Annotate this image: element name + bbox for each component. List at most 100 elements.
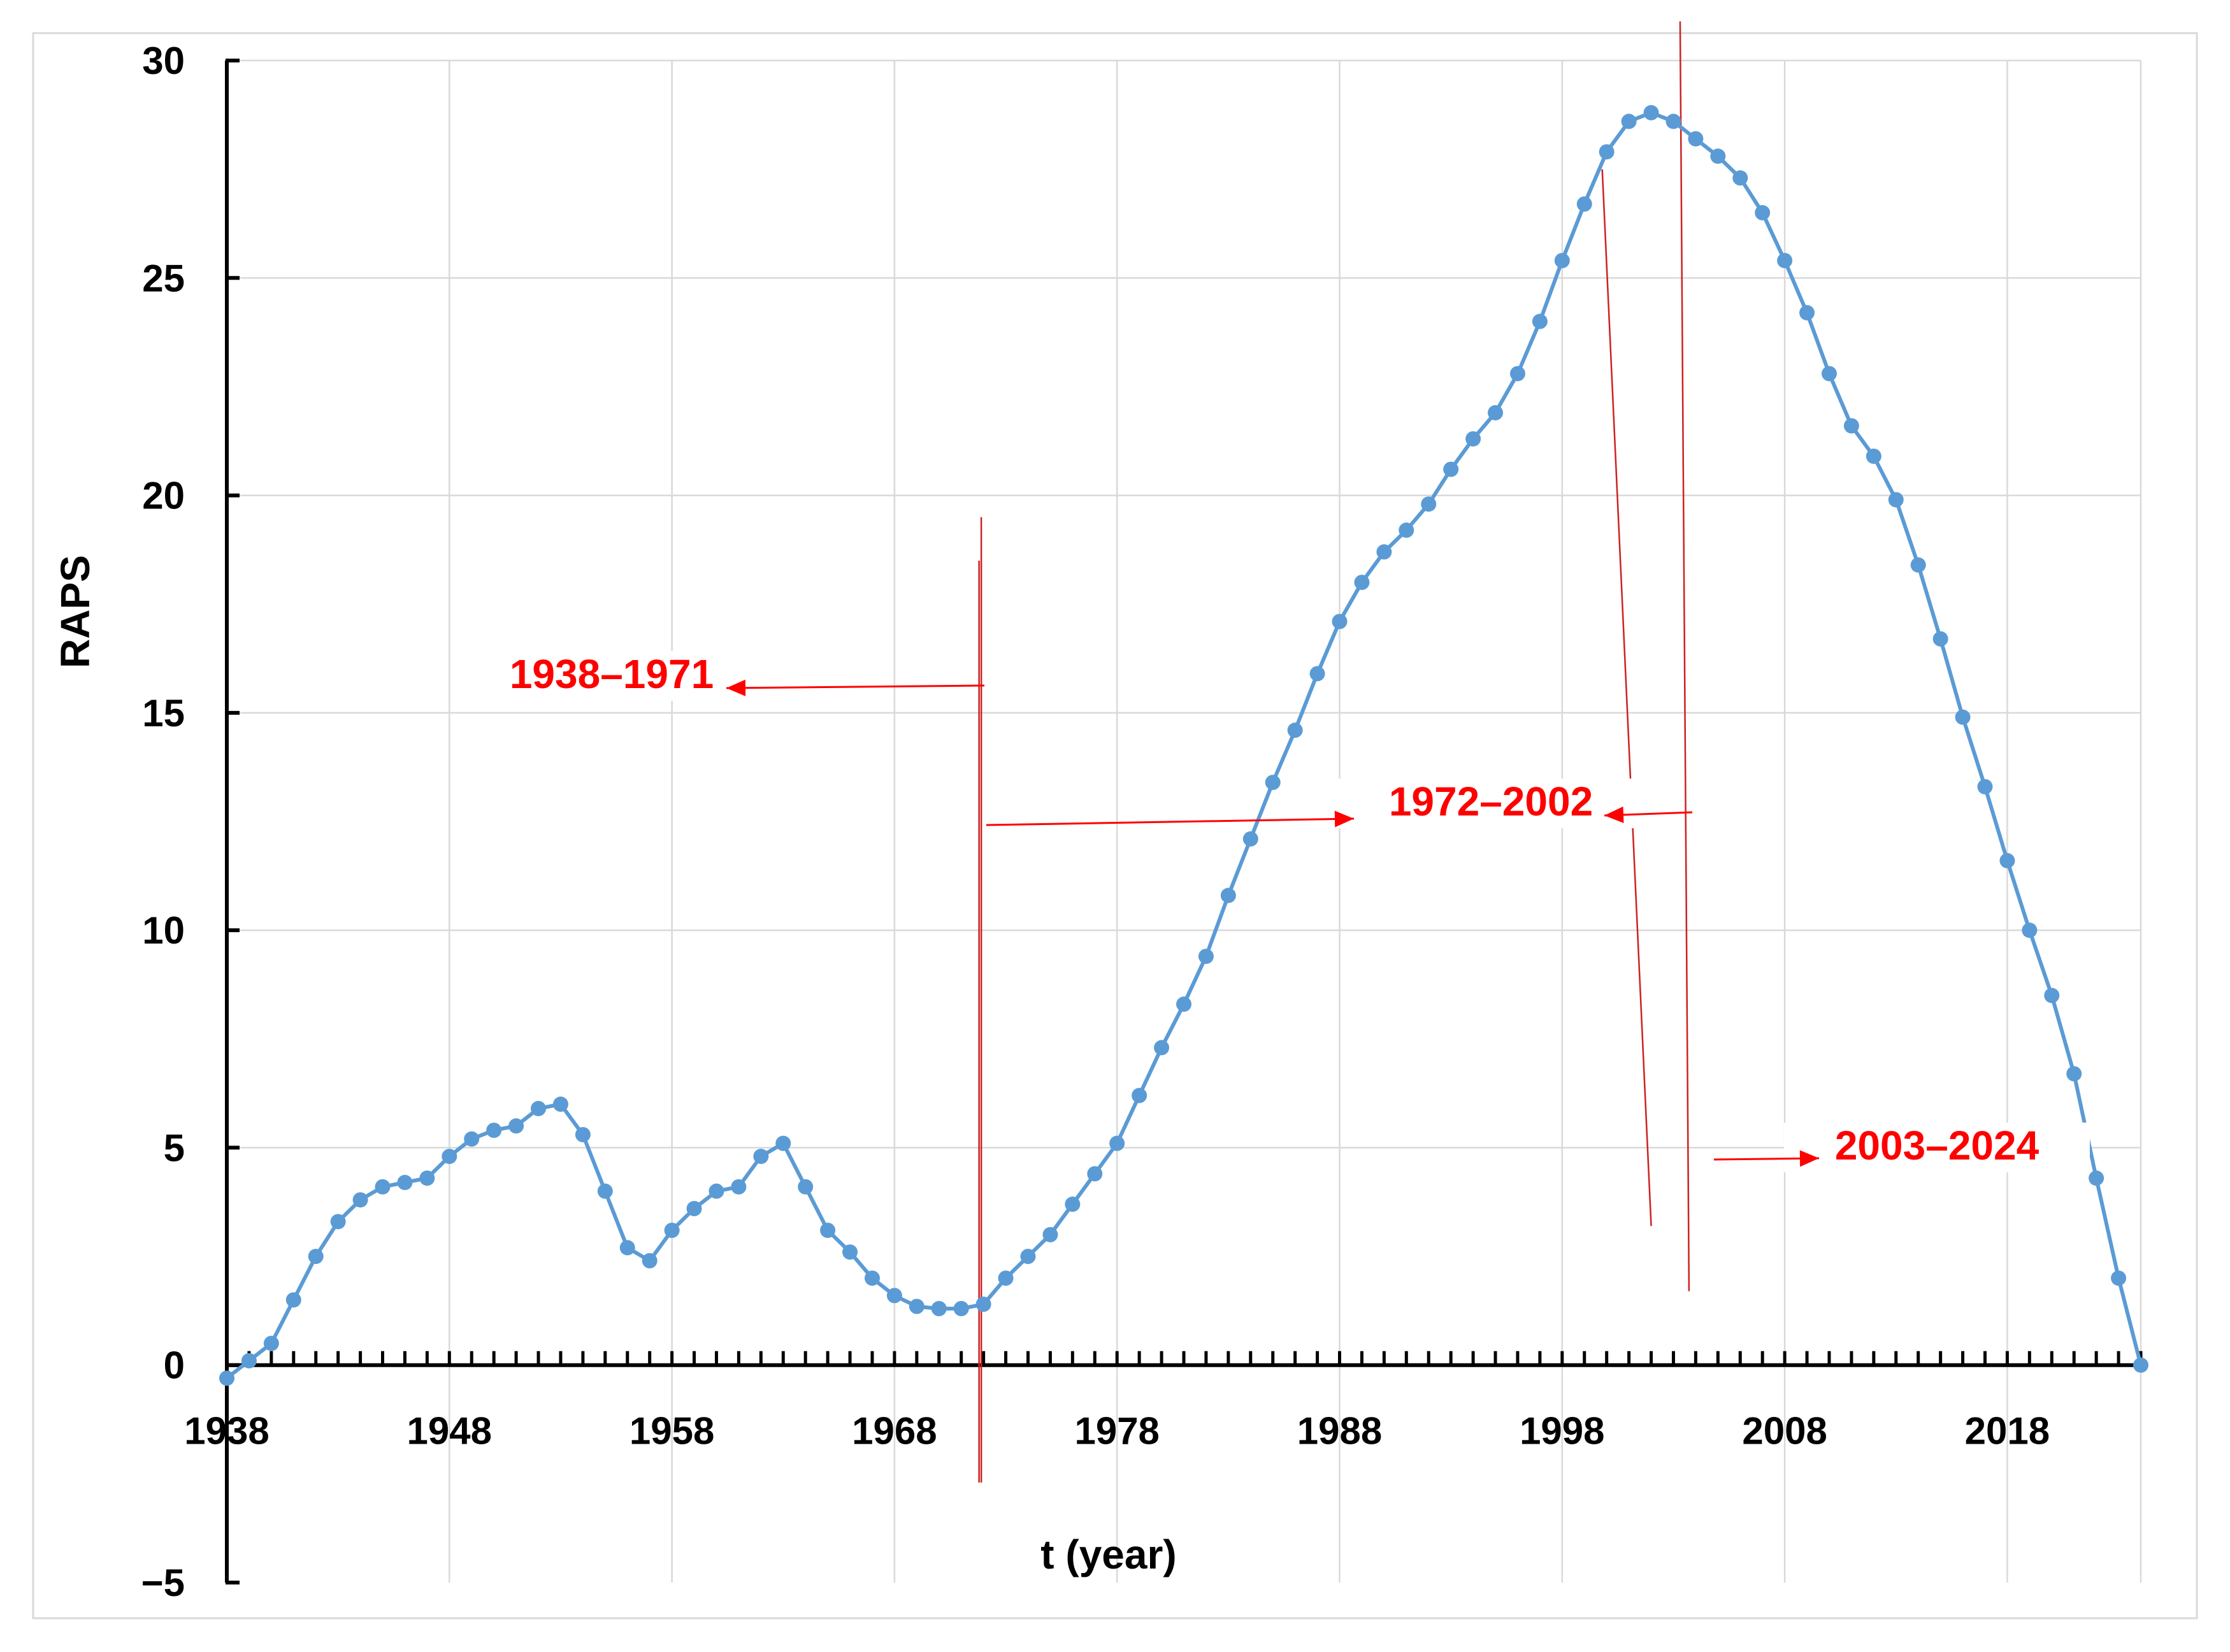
- data-point: [1554, 252, 1570, 268]
- data-point: [1176, 996, 1191, 1012]
- data-point: [1087, 1166, 1103, 1182]
- data-point: [375, 1179, 391, 1195]
- data-point: [642, 1253, 658, 1268]
- y-tick-label: 5: [164, 1126, 185, 1169]
- data-point: [1999, 852, 2015, 868]
- tick-labels: −5 0 5 10 15 20 25 30 1938 1948 1958 1968 1978 1988 19…: [141, 40, 2050, 1604]
- annotation-arrowhead: [1334, 810, 1354, 828]
- y-tick-label: 10: [142, 909, 185, 952]
- data-point: [619, 1240, 635, 1256]
- x-tick-label: 1948: [407, 1410, 492, 1453]
- x-axis-title: t (year): [1040, 1532, 1176, 1577]
- data-point: [552, 1096, 568, 1112]
- annotation-arrowhead: [1799, 1150, 1819, 1167]
- grid: [227, 59, 2142, 1583]
- x-tick-label: 2018: [1965, 1410, 2050, 1453]
- data-point: [597, 1183, 613, 1199]
- data-point: [1109, 1135, 1125, 1151]
- x-tick-label: 1968: [852, 1410, 937, 1453]
- data-point: [753, 1149, 769, 1165]
- y-tick-label: 25: [142, 257, 185, 299]
- data-point: [1465, 431, 1481, 447]
- data-point: [775, 1135, 791, 1151]
- data-point: [1132, 1088, 1147, 1103]
- data-point: [1198, 949, 1214, 965]
- data-point: [1665, 113, 1681, 129]
- annotation-arrowhead: [726, 679, 746, 696]
- x-tick-label: 1988: [1297, 1410, 1382, 1453]
- data-point: [464, 1131, 480, 1147]
- annotation-background: [1784, 1123, 2090, 1172]
- data-point: [1621, 113, 1637, 129]
- data-point: [1821, 366, 1837, 382]
- data-point: [241, 1353, 257, 1368]
- data-point: [1777, 252, 1793, 268]
- data-point: [1376, 544, 1392, 560]
- data-point: [1955, 709, 1971, 725]
- data-point: [664, 1223, 680, 1239]
- data-point: [1265, 775, 1281, 791]
- y-tick-label: 20: [142, 475, 185, 517]
- data-point: [1042, 1226, 1058, 1242]
- data-point: [1888, 492, 1904, 508]
- y-tick-label: −5: [141, 1562, 185, 1604]
- data-point: [1843, 418, 1859, 434]
- data-point: [1755, 205, 1771, 220]
- data-point: [842, 1244, 858, 1260]
- data-point: [1977, 779, 1993, 794]
- data-point: [2133, 1357, 2148, 1373]
- x-tick-label: 1958: [629, 1410, 714, 1453]
- data-point: [909, 1298, 924, 1314]
- period-divider-line: [1679, 21, 1690, 1291]
- data-point: [285, 1292, 301, 1308]
- annotation-arrowhead: [1604, 806, 1624, 823]
- data-point: [575, 1126, 591, 1142]
- data-point: [1710, 148, 1726, 164]
- data-point: [531, 1100, 547, 1116]
- data-point: [397, 1175, 413, 1191]
- data-point: [953, 1300, 969, 1316]
- data-point: [931, 1300, 947, 1316]
- annotation-background: [459, 651, 765, 701]
- data-point: [263, 1335, 279, 1351]
- y-tick-label: 30: [142, 40, 185, 82]
- period-annotation-label: 1938–1971: [510, 651, 714, 697]
- data-point: [1488, 405, 1504, 420]
- data-point: [1866, 449, 1881, 464]
- x-tick-label: 1998: [1520, 1410, 1604, 1453]
- data-point: [330, 1214, 346, 1230]
- data-point: [1532, 313, 1548, 329]
- data-point: [1688, 131, 1704, 147]
- x-tick-label: 1978: [1074, 1410, 1159, 1453]
- data-point: [1443, 461, 1459, 477]
- y-tick-label: 15: [142, 692, 185, 735]
- data-point: [508, 1118, 524, 1134]
- data-point: [308, 1249, 324, 1265]
- data-point: [1576, 196, 1592, 212]
- axes: [225, 59, 2143, 1584]
- y-tick-label: 0: [164, 1344, 185, 1387]
- data-point: [1242, 831, 1258, 847]
- data-point: [2111, 1270, 2127, 1286]
- y-axis-title: RAPS: [52, 555, 98, 668]
- data-point: [1020, 1249, 1036, 1265]
- data-point: [1065, 1196, 1081, 1212]
- data-point: [998, 1270, 1014, 1286]
- raps-series: [219, 104, 2148, 1386]
- data-point: [2022, 923, 2038, 938]
- data-point: [2089, 1170, 2104, 1186]
- data-point: [1154, 1040, 1170, 1056]
- data-point: [686, 1200, 702, 1216]
- data-point: [486, 1123, 502, 1138]
- data-point: [1799, 305, 1815, 320]
- period-markers: [978, 21, 1690, 1483]
- period-annotation-label: 2003–2024: [1835, 1123, 2039, 1168]
- data-point: [1309, 666, 1325, 682]
- data-point: [886, 1288, 902, 1304]
- data-point: [864, 1270, 880, 1286]
- data-point: [2044, 988, 2060, 1003]
- data-point: [1910, 557, 1926, 573]
- data-point: [352, 1192, 368, 1208]
- data-point: [1399, 522, 1414, 538]
